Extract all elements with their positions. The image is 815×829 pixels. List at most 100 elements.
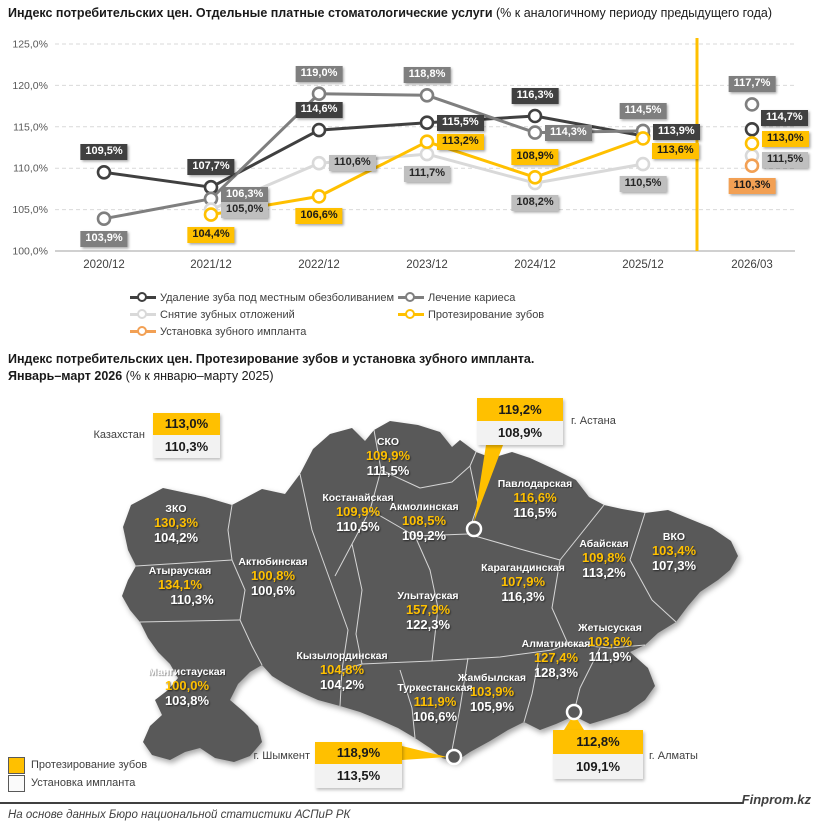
data-point-marker — [419, 146, 435, 162]
almaty-callout-pointer — [564, 714, 584, 730]
chart-legend-row: Установка зубного импланта — [130, 323, 544, 340]
astana-callout-box: 119,2% 108,9% — [477, 398, 563, 445]
chart-legend-label: Установка зубного импланта — [160, 325, 307, 338]
data-point-marker — [744, 122, 760, 137]
y-tick-label: 115,0% — [13, 121, 48, 133]
map-legend-item-implant: Установка импланта — [8, 774, 147, 792]
almaty-callout-label: г. Алматы — [649, 750, 698, 762]
shymkent-callout-label: г. Шымкент — [253, 750, 311, 762]
data-point-marker — [419, 134, 435, 149]
implant-swatch-icon — [8, 774, 25, 792]
series-marker-icon — [398, 309, 424, 319]
kazakhstan-map-canvas — [122, 421, 738, 766]
map-legend: Протезирование зубов Установка импланта — [8, 756, 147, 792]
chart-legend-item: Снятие зубных отложений — [130, 309, 398, 321]
footer-divider — [0, 802, 743, 804]
data-point-marker — [311, 86, 327, 101]
cpi-line-chart: 125,0% 120,0% 115,0% 110,0% 105,0% 100,0% 2020… — [0, 0, 815, 285]
country-callout-label: Казахстан — [93, 429, 145, 441]
chart-legend-label: Лечение кариеса — [428, 291, 516, 304]
chart-title: Индекс потребительских цен. Отдельные пл… — [8, 6, 772, 20]
data-point-marker — [527, 125, 543, 140]
series-line-1 — [102, 92, 645, 221]
series-marker-icon — [130, 292, 156, 302]
data-point-marker — [744, 136, 760, 151]
data-point-marker — [419, 88, 435, 103]
shymkent-callout-box: 118,9% 113,5% — [315, 742, 402, 788]
series-marker-icon — [130, 309, 156, 319]
chart-legend-item: Установка зубного импланта — [130, 326, 398, 338]
map-title: Индекс потребительских цен. Протезирован… — [8, 351, 534, 385]
data-point-marker — [203, 179, 219, 195]
data-point-marker — [527, 108, 543, 124]
y-tick-label: 110,0% — [13, 163, 48, 175]
kazakhstan-map: СКО 109,9% 111,5% Костанайская 109,9% 110,5% А… — [0, 408, 815, 800]
data-point-marker — [311, 122, 327, 138]
shymkent-prosthetics-value: 118,9% — [315, 742, 402, 764]
data-point-marker — [744, 97, 760, 112]
data-point-marker — [203, 207, 219, 222]
chart-legend-label: Снятие зубных отложений — [160, 308, 295, 321]
x-tick-label: 2021/12 — [190, 259, 232, 271]
map-title-line1: Индекс потребительских цен. Протезирован… — [8, 352, 535, 366]
almaty-implant-value: 109,1% — [553, 754, 643, 779]
country-prosthetics-value: 113,0% — [153, 413, 220, 435]
almaty-prosthetics-value: 112,8% — [553, 730, 643, 754]
astana-prosthetics-value: 119,2% — [477, 398, 563, 421]
map-legend-label: Протезирование зубов — [31, 759, 148, 771]
x-tick-label: 2024/12 — [514, 259, 556, 271]
data-point-marker — [96, 165, 112, 180]
astana-callout-label: г. Астана — [571, 415, 616, 427]
chart-legend-label: Удаление зуба под местным обезболиванием — [160, 291, 395, 304]
data-point-marker — [419, 115, 435, 130]
series-marker-icon — [398, 292, 424, 302]
chart-legend-label: Протезирование зубов — [428, 308, 545, 321]
almaty-callout-box: 112,8% 109,1% — [553, 730, 643, 779]
chart-legend-row: Снятие зубных отложений Протезирование зу… — [130, 306, 544, 323]
shymkent-callout-pointer — [402, 746, 447, 760]
chart-legend-item: Протезирование зубов — [398, 309, 544, 321]
country-callout-box: 113,0% 110,3% — [153, 413, 220, 458]
x-tick-label: 2025/12 — [622, 259, 664, 271]
data-point-marker — [635, 156, 651, 172]
map-legend-label: Установка импланта — [31, 777, 136, 789]
source-note: На основе данных Бюро национальной стати… — [8, 809, 351, 821]
prosthetics-swatch-icon — [8, 756, 25, 774]
data-point-marker — [527, 170, 543, 185]
almaty-city-marker — [565, 703, 583, 721]
line-chart-canvas: 125,0% 120,0% 115,0% 110,0% 105,0% 100,0% 2020… — [12, 38, 795, 271]
astana-city-marker — [465, 520, 483, 538]
y-tick-label: 105,0% — [12, 204, 48, 216]
country-implant-value: 110,3% — [153, 435, 220, 458]
x-tick-label: 2020/12 — [83, 259, 125, 271]
chart-legend: Удаление зуба под местным обезболиванием… — [130, 289, 544, 340]
chart-title-normal: (% к аналогичному периоду предыдущего го… — [492, 6, 773, 20]
shymkent-city-marker — [445, 748, 463, 766]
chart-title-bold: Индекс потребительских цен. Отдельные пл… — [8, 6, 493, 20]
brand-logo: Finprom.kz — [741, 792, 811, 807]
y-tick-label: 125,0% — [12, 39, 48, 51]
data-point-marker — [311, 189, 327, 204]
x-tick-label: 2022/12 — [298, 259, 340, 271]
x-tick-label: 2023/12 — [406, 259, 448, 271]
data-point-marker — [96, 211, 112, 226]
map-title-line2-normal: (% к январю–марту 2025) — [122, 369, 274, 383]
astana-implant-value: 108,9% — [477, 421, 563, 445]
map-legend-item-prosthetics: Протезирование зубов — [8, 756, 147, 774]
x-tick-label: 2026/03 — [731, 259, 773, 271]
data-point-marker — [311, 155, 327, 171]
chart-legend-row: Удаление зуба под местным обезболиванием… — [130, 289, 544, 306]
data-point-marker — [744, 158, 760, 173]
kazakhstan-outline — [122, 421, 738, 762]
astana-callout-pointer — [474, 445, 503, 522]
map-title-line2-bold: Январь–март 2026 — [8, 369, 123, 383]
chart-legend-item: Удаление зуба под местным обезболиванием — [130, 292, 398, 304]
series-marker-icon — [130, 326, 156, 336]
series-line-0 — [102, 114, 645, 189]
y-tick-label: 120,0% — [12, 80, 48, 92]
chart-legend-item: Лечение кариеса — [398, 292, 515, 304]
y-tick-label: 100,0% — [12, 246, 48, 258]
shymkent-implant-value: 113,5% — [315, 764, 402, 788]
data-point-marker — [635, 131, 651, 146]
